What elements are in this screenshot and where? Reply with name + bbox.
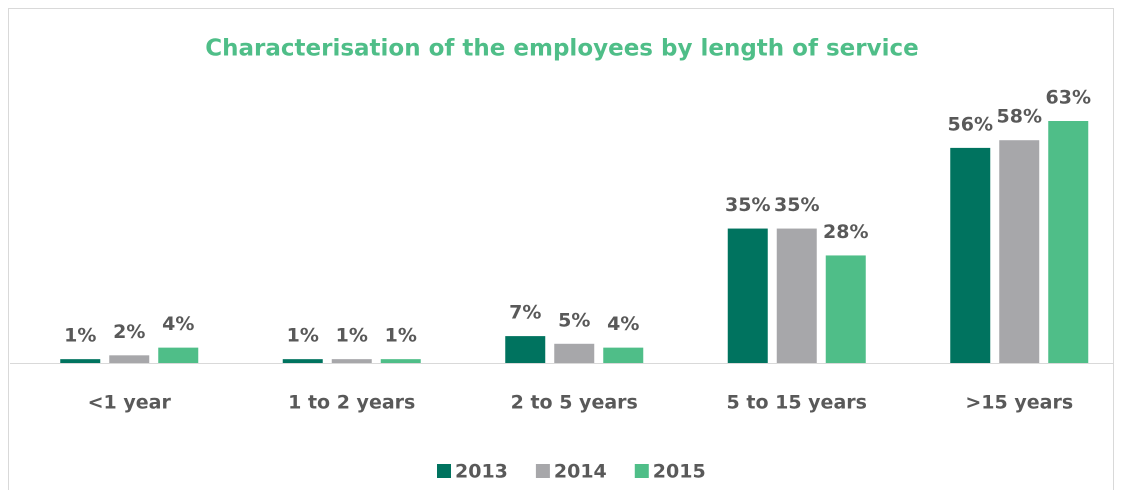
legend-label: 2014 (554, 461, 607, 483)
bar (603, 347, 644, 363)
data-label: 5% (558, 309, 590, 331)
bar (505, 336, 546, 363)
bar (60, 359, 101, 363)
legend-swatch (437, 464, 451, 478)
legend-swatch (634, 464, 649, 478)
data-label: 2% (113, 321, 145, 343)
legend-label: 2013 (455, 461, 508, 483)
bar (727, 228, 768, 363)
data-label: 28% (823, 221, 868, 243)
chart-title: Characterisation of the employees by len… (205, 36, 918, 62)
bar (950, 147, 991, 363)
x-tick-label: >15 years (965, 392, 1073, 414)
data-label: 63% (1046, 87, 1091, 109)
data-label: 35% (774, 194, 819, 216)
data-label: 7% (509, 302, 541, 324)
bar (380, 359, 421, 363)
bar (999, 140, 1040, 363)
x-tick-label: 1 to 2 years (288, 392, 415, 414)
data-label: 4% (607, 313, 639, 335)
data-label: 1% (385, 325, 417, 347)
chart-frame (8, 8, 1114, 490)
bar (282, 359, 323, 363)
data-label: 1% (287, 325, 319, 347)
bar (158, 347, 199, 363)
data-label: 4% (162, 313, 194, 335)
bar (331, 359, 372, 363)
bar (109, 355, 150, 363)
x-tick-label: 5 to 15 years (727, 392, 867, 414)
bar (776, 228, 817, 363)
bar (1048, 121, 1089, 363)
data-label: 58% (997, 106, 1042, 128)
legend-label: 2015 (653, 461, 706, 483)
data-label: 1% (336, 325, 368, 347)
data-label: 35% (725, 194, 770, 216)
x-tick-label: <1 year (88, 392, 172, 414)
bar (825, 255, 866, 363)
bar (554, 343, 595, 363)
legend-swatch (535, 464, 550, 478)
x-tick-label: 2 to 5 years (511, 392, 638, 414)
data-label: 1% (64, 325, 96, 347)
data-label: 56% (948, 113, 993, 135)
